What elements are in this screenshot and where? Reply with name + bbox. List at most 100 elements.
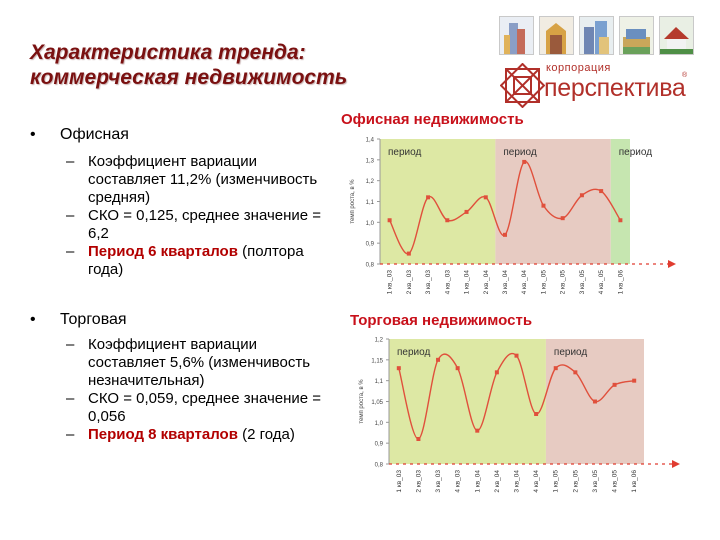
y-tick-label: 1,0 bbox=[375, 421, 384, 427]
y-tick-label: 1,15 bbox=[371, 358, 383, 364]
data-point bbox=[494, 370, 499, 375]
x-tick-label: 1 кв_06 bbox=[631, 470, 638, 493]
logo-tile-tower bbox=[539, 16, 574, 55]
data-point bbox=[522, 159, 527, 164]
office-period-strong: Период 6 кварталов bbox=[88, 243, 238, 260]
x-tick-label: 4 кв._05 bbox=[598, 270, 605, 295]
company-logo: корпорация перспектива ® bbox=[496, 16, 694, 108]
office-chart-title: Офисная недвижимость bbox=[341, 111, 524, 128]
period-label: период bbox=[619, 147, 652, 158]
logo-subtitle: корпорация bbox=[546, 62, 611, 74]
data-point bbox=[612, 382, 617, 387]
y-tick-label: 0,8 bbox=[366, 263, 375, 269]
office-subpoints: Коэффициент вариации составляет 11,2% (и… bbox=[66, 153, 336, 279]
period-label: период bbox=[503, 147, 536, 158]
x-tick-label: 3 кв._05 bbox=[579, 270, 586, 295]
x-tick-label: 4 кв._04 bbox=[521, 270, 528, 295]
data-point bbox=[632, 378, 637, 383]
x-tick-label: 1 кв._06 bbox=[617, 270, 624, 295]
logo-trademark: ® bbox=[682, 72, 688, 79]
retail-period-strong: Период 8 кварталов bbox=[88, 426, 238, 443]
x-tick-label: 1 кв._04 bbox=[464, 270, 471, 295]
data-point bbox=[483, 195, 488, 200]
data-point bbox=[579, 193, 584, 198]
bullet-office-label: Офисная bbox=[60, 126, 129, 143]
x-tick-label: 2 кв._05 bbox=[560, 270, 567, 295]
x-tick-label: 3 кв._04 bbox=[502, 270, 509, 295]
data-point bbox=[553, 366, 558, 371]
data-point bbox=[534, 412, 539, 416]
x-tick-label: 2 кв_04 bbox=[494, 470, 501, 493]
x-tick-label: 2 кв._03 bbox=[406, 270, 413, 295]
y-tick-label: 1,1 bbox=[366, 200, 375, 206]
y-axis-label: темп роста, в % bbox=[350, 179, 356, 224]
y-tick-label: 1,2 bbox=[375, 338, 384, 344]
x-tick-label: 1 кв._05 bbox=[540, 270, 547, 295]
data-point bbox=[436, 357, 441, 362]
office-variation-text: Коэффициент вариации составляет 11,2% (и… bbox=[88, 153, 318, 206]
data-point bbox=[573, 370, 578, 375]
retail-subpoints: Коэффициент вариации составляет 5,6% (из… bbox=[66, 336, 336, 444]
period-label: период bbox=[397, 347, 430, 358]
data-point bbox=[464, 209, 469, 214]
y-tick-label: 1,05 bbox=[371, 400, 383, 406]
logo-tile-cottage bbox=[659, 16, 694, 55]
x-tick-label: 1 кв._03 bbox=[387, 270, 394, 295]
retail-trend-chart: период период 0,8 0,9 1,0 1,05 1,1 1,15 1,2 темп … bbox=[359, 338, 680, 493]
retail-variation-text: Коэффициент вариации составляет 5,6% (из… bbox=[88, 336, 311, 389]
x-tick-label: 2 кв_05 bbox=[572, 470, 579, 493]
y-tick-label: 1,4 bbox=[366, 138, 375, 144]
bullet-office: • Офисная bbox=[30, 126, 129, 144]
period-label: период bbox=[554, 347, 587, 358]
retail-period-text: (2 года) bbox=[242, 426, 295, 443]
data-point bbox=[541, 203, 546, 208]
retail-chart-title: Торговая недвижимость bbox=[350, 312, 533, 329]
x-tick-label: 3 кв._03 bbox=[425, 270, 432, 295]
y-tick-label: 1,2 bbox=[366, 179, 375, 185]
y-tick-label: 0,9 bbox=[366, 242, 375, 248]
x-tick-label: 4 кв_04 bbox=[533, 470, 540, 493]
data-point bbox=[618, 218, 623, 223]
office-trend-chart: период период период 0,8 0,9 1,0 1,1 1,2 1,3 1,4 т… bbox=[350, 138, 676, 295]
x-tick-label: 1 кв_04 bbox=[474, 470, 481, 493]
data-point bbox=[455, 366, 460, 371]
office-variation: Коэффициент вариации составляет 11,2% (и… bbox=[66, 153, 336, 207]
retail-sko: СКО = 0,059, среднее значение = 0,056 bbox=[66, 390, 336, 426]
x-tick-label: 2 кв_03 bbox=[415, 470, 422, 493]
office-period: Период 6 кварталов (полтора года) bbox=[66, 243, 336, 279]
data-point bbox=[396, 366, 401, 371]
x-tick-label: 3 кв_03 bbox=[435, 470, 442, 493]
data-point bbox=[406, 251, 411, 256]
y-axis-label: темп роста, в % bbox=[359, 379, 365, 424]
data-point bbox=[599, 189, 604, 194]
y-tick-label: 1,0 bbox=[366, 221, 375, 227]
data-point bbox=[592, 399, 597, 404]
y-tick-label: 1,1 bbox=[375, 379, 384, 385]
x-tick-label: 3 кв_04 bbox=[514, 470, 521, 493]
data-point bbox=[503, 232, 507, 237]
data-point bbox=[475, 428, 480, 433]
x-tick-label: 1 кв_05 bbox=[553, 470, 560, 493]
retail-period: Период 8 кварталов (2 года) bbox=[66, 426, 336, 444]
data-point bbox=[416, 437, 421, 441]
x-tick-label: 4 кв._03 bbox=[444, 270, 451, 295]
logo-tile-residential bbox=[619, 16, 654, 55]
x-axis-arrow-icon bbox=[672, 460, 680, 468]
office-period-text: (полтора года) bbox=[88, 243, 304, 278]
period-label: период bbox=[388, 147, 421, 158]
data-point bbox=[426, 195, 431, 200]
x-tick-label: 4 кв_03 bbox=[455, 470, 462, 493]
x-tick-label: 4 кв_05 bbox=[612, 470, 619, 493]
data-point bbox=[387, 218, 392, 223]
y-tick-label: 0,9 bbox=[375, 442, 384, 448]
logo-tile-complex bbox=[579, 16, 614, 55]
slide-title-line-2: коммерческая недвижимость bbox=[30, 66, 348, 89]
data-point bbox=[445, 218, 450, 223]
y-tick-label: 1,3 bbox=[366, 158, 375, 164]
slide-title: Характеристика тренда: коммерческая недв… bbox=[30, 40, 470, 90]
logo-tile-office-building bbox=[499, 16, 534, 55]
slide-title-line-1: Характеристика тренда: bbox=[30, 41, 306, 64]
x-axis-arrow-icon bbox=[668, 260, 676, 268]
bullet-retail: • Торговая bbox=[30, 311, 127, 329]
data-point bbox=[514, 353, 519, 358]
